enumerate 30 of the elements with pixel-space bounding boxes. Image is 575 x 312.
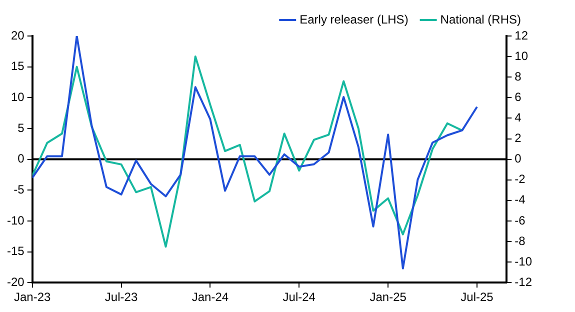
y-tick-label: -15: [7, 244, 25, 258]
legend-label: Early releaser (LHS): [300, 12, 408, 26]
y2-tick-label: -4: [514, 192, 526, 207]
y-tick-label: 5: [18, 120, 25, 135]
y2-tick-label: -6: [514, 213, 526, 228]
y-tick-label: 15: [10, 59, 25, 74]
y-tick-label: -20: [7, 274, 25, 289]
x-tick-label: Jan-25: [370, 290, 407, 304]
y2-tick-label: 8: [514, 69, 522, 84]
y2-tick-label: -12: [514, 274, 532, 289]
y2-tick-label: 6: [514, 90, 522, 104]
y-tick-label: 0: [18, 152, 25, 166]
y2-tick-label: 0: [514, 152, 522, 166]
y2-tick-label: -8: [514, 234, 526, 248]
y2-tick-label: 12: [514, 28, 528, 42]
x-tick-label: Jul-23: [104, 290, 138, 304]
y-tick-label: -5: [14, 182, 25, 196]
x-tick-label: Jan-23: [14, 290, 52, 304]
y2-tick-label: -2: [514, 172, 526, 186]
y2-tick-label: 10: [514, 48, 528, 63]
y-tick-label: 20: [10, 28, 25, 42]
x-tick-label: Jul-24: [282, 290, 316, 304]
x-tick-label: Jul-25: [460, 290, 494, 304]
y2-tick-label: -10: [514, 254, 532, 268]
legend-label: National (RHS): [440, 12, 522, 26]
x-tick-label: Jan-24: [192, 290, 229, 304]
y2-tick-label: 2: [514, 131, 522, 146]
y-tick-label: 10: [10, 90, 25, 104]
y2-tick-label: 4: [514, 110, 522, 125]
y-tick-label: -10: [7, 213, 25, 228]
